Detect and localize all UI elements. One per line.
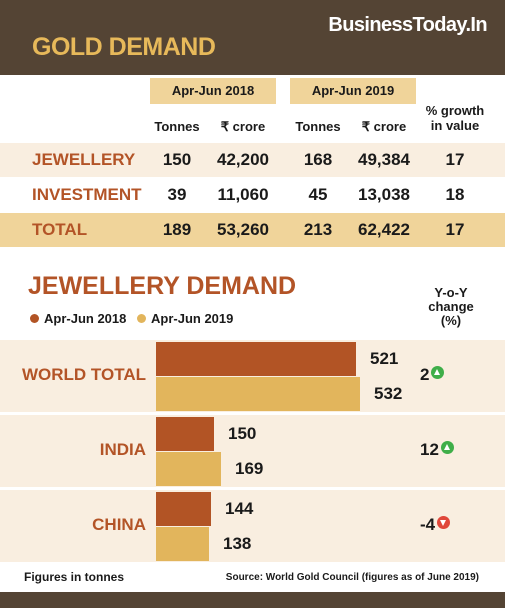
- table-cell: 42,200: [217, 150, 269, 169]
- chart-row-band: [0, 415, 505, 487]
- row-label: JEWELLERY: [32, 150, 136, 169]
- table-cell: 45: [308, 185, 328, 204]
- arrow-up-icon: [440, 441, 454, 454]
- arrow-down-icon: [437, 516, 451, 529]
- table-row-investment: INVESTMENT 39 11,060 45 13,038 18: [0, 178, 505, 212]
- units-note: Figures in tonnes: [24, 570, 125, 584]
- yoy-header-line: change: [428, 299, 474, 314]
- bar-2018: [156, 417, 214, 451]
- legend-swatch: [137, 314, 146, 323]
- source-note: Source: World Gold Council (figures as o…: [225, 572, 479, 583]
- unit-header: Tonnes: [154, 119, 200, 134]
- category-label: WORLD TOTAL: [21, 365, 146, 384]
- category-label: INDIA: [99, 440, 146, 459]
- chart-row-band: [0, 490, 505, 562]
- table-cell: 62,422: [358, 220, 410, 239]
- table-row-jewellery: JEWELLERY 150 42,200 168 49,384 17: [0, 143, 505, 177]
- bar-2019: [156, 377, 360, 411]
- growth-header-line: % growth: [425, 103, 485, 118]
- legend-item: Apr-Jun 2019: [137, 311, 233, 326]
- table-cell: 18: [445, 185, 465, 204]
- growth-header-line: in value: [430, 118, 480, 133]
- bar-value-label: 150: [228, 424, 257, 443]
- chart-title: JEWELLERY DEMAND: [28, 272, 297, 300]
- unit-header: ₹ crore: [361, 119, 407, 134]
- yoy-value: -4: [420, 515, 436, 534]
- unit-header: Tonnes: [295, 119, 341, 134]
- bar-value-label: 169: [235, 459, 264, 478]
- table-cell: 53,260: [217, 220, 269, 239]
- table-cell: 168: [303, 150, 333, 169]
- table-cell: 39: [167, 185, 187, 204]
- row-label: INVESTMENT: [32, 185, 142, 204]
- yoy-change: 2: [420, 365, 480, 385]
- yoy-header-line: (%): [440, 313, 462, 328]
- table-cell: 213: [303, 220, 333, 239]
- legend-swatch: [30, 314, 39, 323]
- header-banner: GOLD DEMAND BusinessToday.In: [0, 0, 505, 75]
- legend-item: Apr-Jun 2018: [30, 311, 126, 326]
- table-cell: 49,384: [358, 150, 410, 169]
- growth-header: % growth in value: [418, 103, 492, 133]
- bar-2019: [156, 452, 221, 486]
- yoy-change: -4: [420, 515, 480, 535]
- bar-2018: [156, 492, 211, 526]
- period-header-2018: Apr-Jun 2018: [150, 78, 276, 104]
- yoy-change: 12: [420, 440, 480, 460]
- bar-value-label: 138: [223, 534, 252, 553]
- table-row-total: TOTAL 189 53,260 213 62,422 17: [0, 213, 505, 247]
- period-header-2019: Apr-Jun 2019: [290, 78, 416, 104]
- category-label: CHINA: [92, 515, 146, 534]
- yoy-header-line: Y-o-Y: [434, 285, 468, 300]
- unit-header: ₹ crore: [220, 119, 266, 134]
- bar-2018: [156, 342, 356, 376]
- legend-label: Apr-Jun 2018: [44, 311, 127, 326]
- page-title: GOLD DEMAND: [32, 33, 216, 61]
- legend-label: Apr-Jun 2019: [151, 311, 234, 326]
- arrow-up-icon: [431, 366, 445, 379]
- yoy-header: Y-o-Y change (%): [416, 286, 486, 328]
- bar-value-label: 144: [225, 499, 254, 518]
- bar-2019: [156, 527, 209, 561]
- table-cell: 17: [445, 220, 465, 239]
- bar-value-label: 521: [370, 349, 399, 368]
- yoy-value: 12: [420, 440, 439, 459]
- table-cell: 150: [162, 150, 192, 169]
- table-cell: 13,038: [358, 185, 410, 204]
- yoy-value: 2: [420, 365, 430, 384]
- table-cell: 189: [162, 220, 192, 239]
- row-label: TOTAL: [32, 220, 88, 239]
- brand-logo: BusinessToday.In: [328, 14, 487, 36]
- footer-bar: [0, 592, 505, 608]
- table-cell: 11,060: [217, 185, 269, 204]
- bar-value-label: 532: [374, 384, 403, 403]
- table-cell: 17: [445, 150, 465, 169]
